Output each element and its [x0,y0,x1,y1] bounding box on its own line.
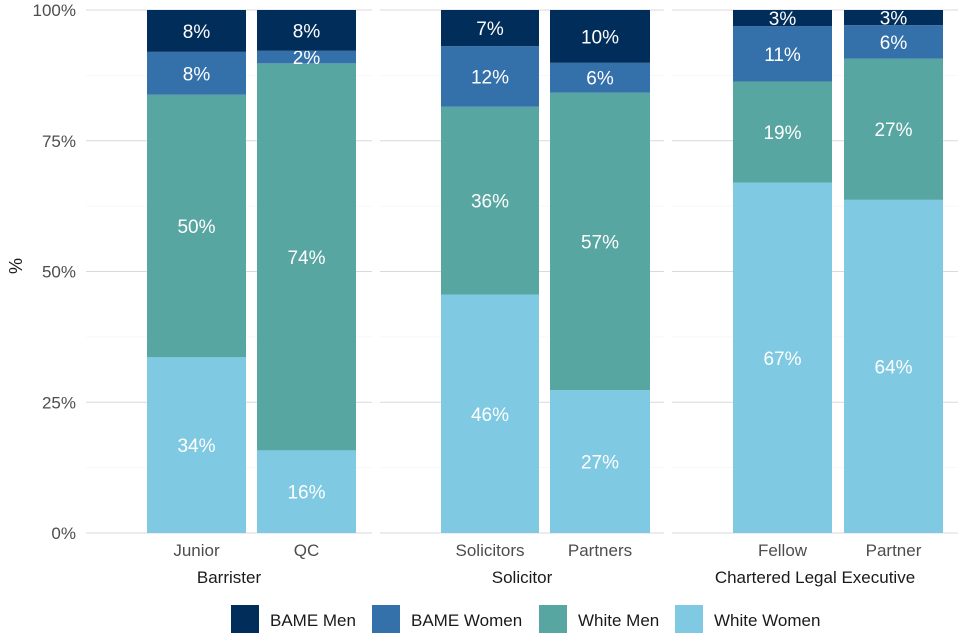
segment-bame-men [257,10,356,51]
data-label-bame-men: 3% [880,9,908,30]
segment-bame-women [733,26,832,82]
segment-white-men [257,63,356,451]
x-tick-label: QC [294,541,320,560]
segment-bame-women [257,50,356,64]
data-label-white-women: 27% [581,453,619,474]
legend-swatch [675,605,703,633]
segment-white-women [733,182,832,533]
bar-junior: 34% 50% 8% 8% [147,10,246,533]
data-label-white-women: 64% [874,357,912,378]
facet-label: Barrister [197,568,262,587]
segment-white-women [844,199,943,533]
data-label-white-men: 36% [471,192,509,213]
y-axis: 0% 25% 50% 75% 100% [33,1,76,543]
segment-white-men [844,58,943,200]
segment-bame-men [733,10,832,27]
x-tick-label: Solicitors [456,541,525,560]
data-label-white-women: 46% [471,405,509,426]
data-label-bame-men: 10% [581,27,619,48]
facet-label: Chartered Legal Executive [715,568,915,587]
data-label-bame-women: 6% [880,33,908,54]
data-label-white-women: 67% [763,349,801,370]
segment-white-women [441,294,539,533]
legend: BAME Men BAME Women White Men White Women [231,605,820,633]
legend-item-bame-men: BAME Men [231,605,356,633]
legend-label: White Women [714,611,820,630]
bar-qc: 16% 74% 2% 8% [257,10,356,533]
segment-bame-women [147,51,246,95]
segment-white-women [257,450,356,533]
data-label-white-men: 74% [287,248,325,269]
data-label-white-men: 19% [763,123,801,144]
segment-bame-women [441,46,539,107]
segment-bame-women [844,25,943,59]
data-label-bame-women: 12% [471,67,509,88]
legend-label: White Men [578,611,659,630]
bar-solicitors: 46% 36% 12% 7% [441,10,539,533]
data-label-white-women: 16% [287,483,325,504]
data-label-bame-men: 7% [476,19,504,40]
segment-white-women [550,390,650,533]
data-label-white-men: 50% [177,217,215,238]
x-tick-label: Partner [866,541,922,560]
legend-swatch [539,605,567,633]
legend-swatch [231,605,259,633]
data-label-bame-men: 3% [769,9,797,30]
x-tick-label: Junior [173,541,220,560]
panel-solicitor: 46% 36% 12% 7% Solicitors 27% 57% 6% 10% Partners… [441,10,650,587]
data-label-bame-men: 8% [293,21,321,42]
legend-swatch [372,605,400,633]
bar-fellow: 67% 19% 11% 3% [733,9,832,533]
panel-barrister: 34% 50% 8% 8% Junior 16% 74% 2% 8% QC Barrister [147,10,356,587]
bar-partner: 64% 27% 6% 3% [844,9,943,533]
x-tick-label: Partners [568,541,632,560]
segment-bame-men [844,10,943,26]
y-axis-title: % [6,258,26,274]
legend-label: BAME Women [411,611,522,630]
segment-white-men [550,92,650,391]
y-tick-label: 100% [33,1,76,20]
data-label-bame-women: 6% [586,69,614,90]
legend-item-white-men: White Men [539,605,659,633]
legend-label: BAME Men [270,611,356,630]
y-tick-label: 50% [42,263,76,282]
data-label-bame-men: 8% [183,22,211,43]
data-label-bame-women: 11% [764,45,801,66]
legend-item-white-women: White Women [675,605,820,633]
facet-label: Solicitor [492,568,553,587]
segment-white-men [147,94,246,358]
bar-partners: 27% 57% 6% 10% [550,10,650,533]
y-tick-label: 75% [42,132,76,151]
segment-bame-women [550,62,650,93]
data-label-white-women: 34% [177,436,215,457]
segment-white-men [441,106,539,295]
data-label-bame-women: 8% [183,64,211,85]
panel-chartered-legal-executive: 67% 19% 11% 3% Fellow 64% 27% 6% 3% Partner Charte… [715,9,943,587]
data-label-white-men: 27% [874,120,912,141]
legend-item-bame-women: BAME Women [372,605,522,633]
segment-white-men [733,81,832,183]
segment-bame-men [441,10,539,47]
y-tick-label: 0% [51,524,76,543]
segment-bame-men [147,10,246,52]
data-label-white-men: 57% [581,232,619,253]
y-tick-label: 25% [42,393,76,412]
x-tick-label: Fellow [758,541,808,560]
segment-white-women [147,357,246,533]
segment-bame-men [550,10,650,63]
data-label-bame-women: 2% [293,48,321,69]
